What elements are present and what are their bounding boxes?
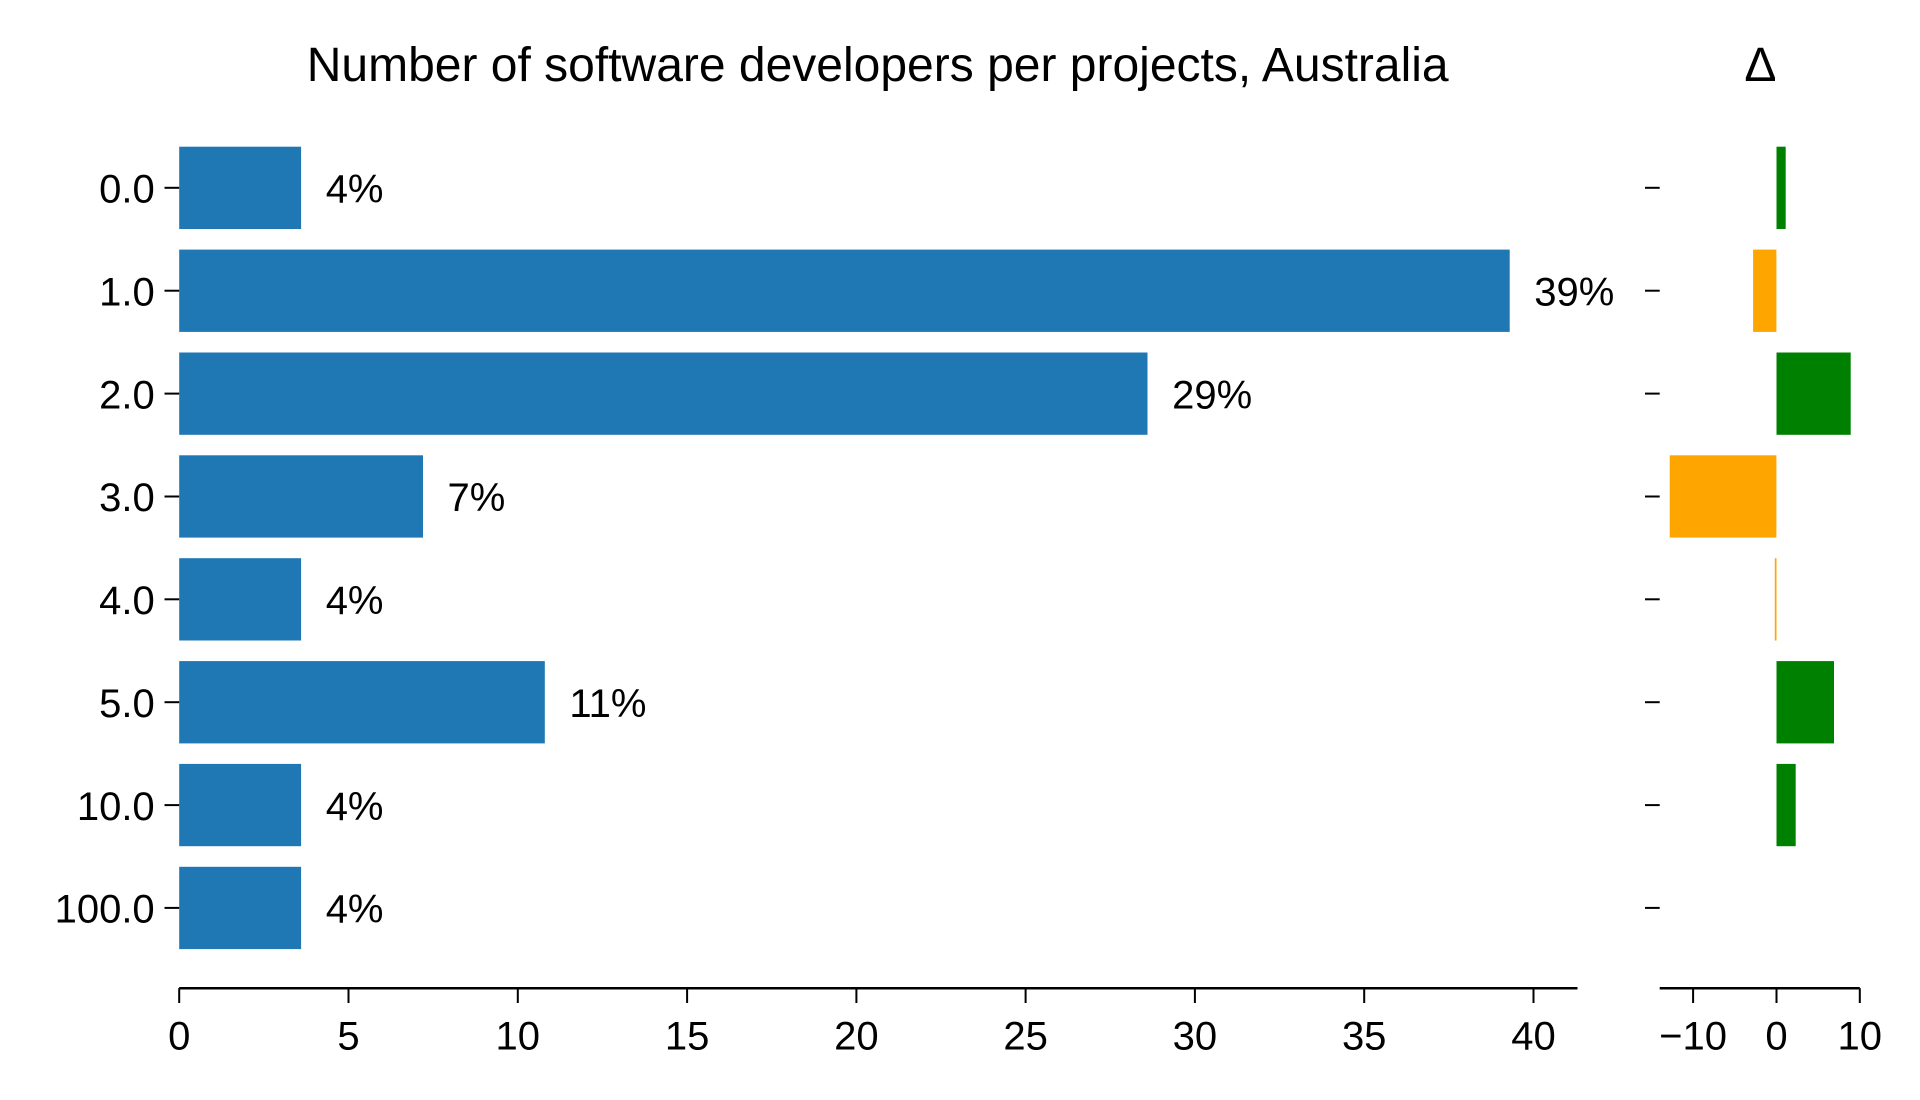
delta-bar bbox=[1774, 558, 1777, 641]
main-bar-data-label: 4% bbox=[326, 579, 384, 623]
main-bar bbox=[179, 661, 545, 744]
main-x-tick-label: 20 bbox=[834, 1015, 879, 1059]
main-bar bbox=[179, 249, 1510, 332]
main-y-tick-label: 5.0 bbox=[99, 682, 155, 726]
delta-chart-title: Δ bbox=[1744, 39, 1776, 92]
main-bar bbox=[179, 455, 423, 538]
main-y-tick-label: 2.0 bbox=[99, 373, 155, 417]
main-bar bbox=[179, 763, 302, 847]
main-x-tick-label: 40 bbox=[1511, 1015, 1556, 1059]
main-x-tick-label: 0 bbox=[168, 1015, 190, 1059]
delta-bar-chart: −10 0 10 bbox=[1645, 146, 1883, 1059]
main-y-tick-label: 0.0 bbox=[99, 168, 155, 212]
delta-bar bbox=[1669, 455, 1777, 538]
main-x-tick-label: 15 bbox=[665, 1015, 710, 1059]
main-bar bbox=[179, 352, 1148, 435]
delta-bar bbox=[1776, 661, 1834, 744]
main-bar bbox=[179, 558, 302, 641]
main-y-tick-label: 10.0 bbox=[77, 785, 155, 829]
main-bar-chart: 4% 0.0 39% 1.0 29% 2.0 7% 3.0 4% 4.0 11% 5.0 4% 10.0 4… bbox=[55, 146, 1614, 1059]
delta-bar bbox=[1753, 249, 1777, 332]
main-y-tick-label: 100.0 bbox=[55, 888, 155, 932]
delta-x-tick-label: 0 bbox=[1765, 1015, 1787, 1059]
main-x-tick-label: 10 bbox=[496, 1015, 541, 1059]
delta-x-tick-label: −10 bbox=[1659, 1015, 1727, 1059]
main-x-tick-label: 30 bbox=[1173, 1015, 1218, 1059]
main-bar bbox=[179, 146, 302, 229]
main-y-tick-label: 1.0 bbox=[99, 270, 155, 314]
main-x-tick-label: 5 bbox=[337, 1015, 359, 1059]
delta-bar bbox=[1776, 146, 1786, 229]
main-bar-data-label: 4% bbox=[326, 888, 384, 932]
main-bar-data-label: 4% bbox=[326, 785, 384, 829]
main-bar-data-label: 29% bbox=[1172, 373, 1252, 417]
main-x-tick-label: 35 bbox=[1342, 1015, 1387, 1059]
main-bar-data-label: 11% bbox=[569, 682, 646, 726]
main-x-tick-label: 25 bbox=[1003, 1015, 1048, 1059]
delta-x-tick-label: 10 bbox=[1838, 1015, 1883, 1059]
main-bar-data-label: 7% bbox=[448, 476, 506, 520]
main-bar bbox=[179, 866, 302, 950]
main-bar-data-label: 39% bbox=[1534, 270, 1614, 314]
main-bar-data-label: 4% bbox=[326, 168, 384, 212]
main-chart-title: Number of software developers per projec… bbox=[307, 39, 1449, 92]
delta-bar bbox=[1776, 352, 1851, 435]
delta-bar bbox=[1776, 763, 1796, 847]
main-y-tick-label: 3.0 bbox=[99, 476, 155, 520]
main-y-tick-label: 4.0 bbox=[99, 579, 155, 623]
